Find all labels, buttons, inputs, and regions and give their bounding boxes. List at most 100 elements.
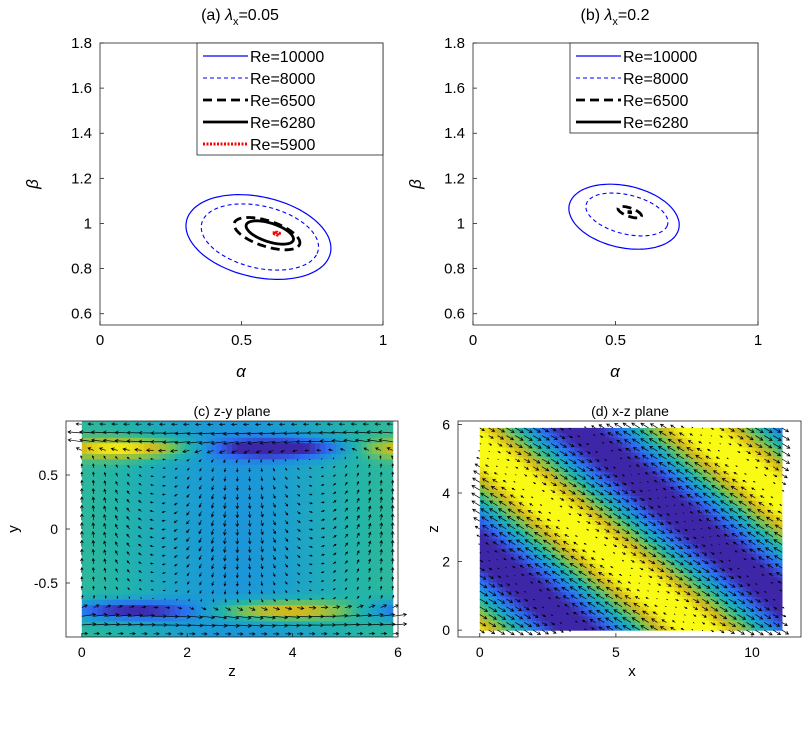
quiver-arrow (81, 631, 89, 636)
heatmap-cell (144, 604, 150, 611)
quiver-arrow (186, 511, 190, 516)
heatmap-cell (330, 599, 337, 606)
heatmap-cell (639, 519, 645, 525)
heatmap-cell (635, 553, 641, 559)
heatmap-cell (531, 582, 537, 588)
heatmap-cell (335, 566, 342, 573)
heatmap-cell (635, 480, 641, 487)
heatmap-cell (366, 577, 373, 584)
heatmap-cell (488, 480, 494, 487)
heatmap-cell (169, 491, 176, 498)
heatmap-cell (309, 523, 316, 530)
heatmap-cell (180, 512, 187, 519)
heatmap-cell (278, 464, 285, 471)
heatmap-cell (382, 431, 389, 438)
heatmap-cell (268, 550, 275, 557)
heatmap-cell (226, 556, 233, 562)
heatmap-cell (501, 553, 507, 559)
heatmap-cell (258, 534, 264, 541)
heatmap-cell (497, 500, 502, 506)
heatmap-cell (195, 469, 202, 476)
heatmap-cell (540, 447, 546, 453)
quiver-arrow (198, 458, 202, 463)
heatmap-cell (330, 496, 337, 503)
heatmap-cell (535, 577, 541, 583)
heatmap-cell (87, 534, 93, 541)
heatmap-cell (346, 545, 352, 552)
heatmap-cell (226, 588, 233, 595)
heatmap-cell (479, 610, 485, 617)
heatmap-cell (488, 471, 494, 477)
heatmap-cell (361, 480, 368, 487)
heatmap-cell (138, 512, 145, 519)
heatmap-cell (356, 561, 363, 568)
heatmap-cell (652, 524, 658, 530)
heatmap-cell (366, 442, 373, 449)
quiver-arrow (158, 422, 166, 427)
heatmap-cell (561, 524, 567, 530)
series-curve-re-10000 (185, 193, 332, 280)
quiver-arrow (103, 558, 107, 564)
quiver-arrow (332, 561, 337, 565)
heatmap-cell (382, 437, 389, 444)
heatmap-cell (387, 512, 394, 519)
heatmap-cell (128, 626, 135, 633)
heatmap-cell (206, 593, 212, 600)
heatmap-cell (325, 593, 332, 600)
heatmap-cell (315, 507, 321, 514)
heatmap-cell (133, 593, 140, 600)
heatmap-cell (557, 606, 563, 612)
heatmap-cell (648, 625, 653, 631)
heatmap-cell (596, 543, 602, 549)
quiver-arrow (102, 438, 118, 443)
panel-b-title: (b) λx=0.2 (581, 7, 650, 28)
quiver-arrow (344, 481, 348, 486)
heatmap-cell (149, 518, 155, 525)
heatmap-cell (138, 475, 145, 481)
heatmap-cell (335, 496, 342, 503)
heatmap-cell (268, 566, 275, 573)
heatmap-cell (118, 458, 124, 465)
heatmap-cell (488, 524, 494, 530)
heatmap-cell (211, 453, 218, 460)
heatmap-cell (600, 553, 606, 559)
heatmap-cell (361, 458, 368, 465)
heatmap-cell (107, 464, 114, 471)
heatmap-cell (639, 490, 645, 496)
quiver-arrow (117, 613, 132, 618)
heatmap-cell (351, 518, 358, 525)
heatmap-cell (557, 504, 563, 511)
heatmap-cell (377, 550, 383, 557)
heatmap-cell (144, 534, 150, 541)
heatmap-cell (617, 548, 623, 554)
quiver-arrow (307, 439, 322, 444)
heatmap-cell (557, 577, 563, 583)
heatmap-cell (540, 601, 546, 607)
heatmap-cell (190, 507, 197, 514)
heatmap-cell (201, 539, 207, 546)
heatmap-cell (553, 500, 559, 506)
heatmap-cell (596, 548, 602, 554)
heatmap-cell (304, 556, 311, 562)
heatmap-cell (273, 593, 280, 600)
heatmap-cell (514, 447, 520, 453)
heatmap-cell (268, 610, 275, 616)
heatmap-cell (247, 480, 254, 487)
quiver-arrow (272, 537, 276, 544)
heatmap-cell (335, 469, 342, 476)
heatmap-cell (600, 601, 606, 607)
heatmap-cell (299, 545, 306, 552)
quiver-arrow (342, 430, 357, 435)
heatmap-cell (643, 625, 649, 631)
heatmap-cell (356, 491, 363, 498)
heatmap-cell (169, 572, 176, 579)
heatmap-cell (180, 561, 187, 568)
heatmap-cell (335, 631, 342, 637)
legend-label: Re=5900 (250, 137, 315, 154)
heatmap-cell (232, 431, 238, 438)
heatmap-cell (175, 512, 181, 519)
heatmap-cell (216, 523, 223, 530)
heatmap-cell (351, 550, 358, 557)
heatmap-cell (211, 512, 218, 519)
heatmap-cell (335, 556, 342, 562)
